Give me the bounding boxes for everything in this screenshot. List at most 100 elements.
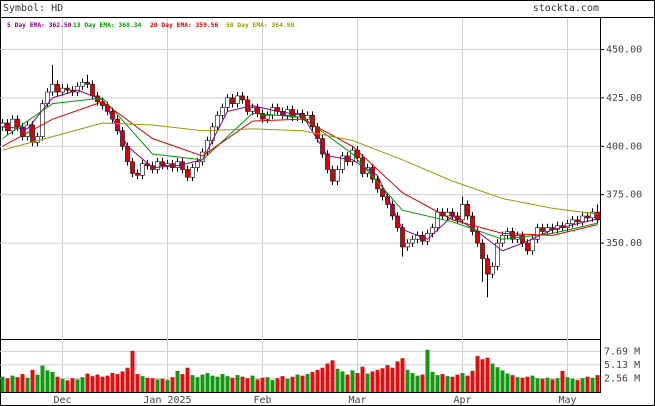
volume-bar xyxy=(350,370,355,392)
volume-bar xyxy=(325,363,330,392)
candle-body xyxy=(530,238,535,252)
volume-bar xyxy=(585,376,590,392)
candle-body xyxy=(190,167,195,178)
volume-bar xyxy=(10,375,15,392)
volume-bar xyxy=(365,373,370,392)
volume-bar xyxy=(415,375,420,392)
volume-bar xyxy=(295,374,300,392)
candle-body xyxy=(30,124,35,143)
candle-body xyxy=(265,114,270,120)
volume-bar xyxy=(285,378,290,392)
volume-tick-label: 2.56 M xyxy=(604,373,640,384)
volume-bar xyxy=(290,376,295,392)
volume-bar xyxy=(30,369,35,392)
volume-panel xyxy=(0,349,600,392)
volume-bar xyxy=(340,371,345,392)
candle-body xyxy=(120,130,125,147)
candle-body xyxy=(410,238,415,244)
volume-bar xyxy=(310,371,315,392)
volume-bar xyxy=(425,349,430,392)
volume-bar xyxy=(430,371,435,392)
candle-body xyxy=(90,83,95,97)
volume-bar xyxy=(50,371,55,392)
source: stockta.com xyxy=(533,3,599,14)
volume-bar xyxy=(65,380,70,392)
chart-title: Symbol: HD xyxy=(3,3,63,14)
candle-body xyxy=(175,161,180,168)
volume-bar xyxy=(530,375,535,392)
volume-bar xyxy=(235,375,240,392)
candle-body xyxy=(15,118,20,128)
candle-body xyxy=(395,215,400,228)
candle-body xyxy=(340,155,345,170)
ema-lines xyxy=(2,89,598,252)
volume-bar xyxy=(135,374,140,392)
candle-body xyxy=(245,99,250,112)
volume-bar xyxy=(125,367,130,392)
candle-body xyxy=(220,107,225,116)
volume-bar xyxy=(525,376,530,392)
volume-bar xyxy=(370,371,375,392)
volume-bar xyxy=(150,378,155,392)
volume-bar xyxy=(420,374,425,392)
legend-entry: 50 Day EMA: 364.98 xyxy=(226,22,294,29)
volume-bar xyxy=(380,368,385,392)
legend-entry: 13 Day EMA: 360.34 xyxy=(73,22,141,29)
candle-body xyxy=(435,211,440,228)
volume-bar xyxy=(250,375,255,392)
candle-body xyxy=(570,219,575,225)
candle-body xyxy=(475,231,480,244)
volume-bar xyxy=(120,371,125,392)
candle-body xyxy=(230,97,235,104)
volume-bar xyxy=(245,378,250,392)
volume-bar xyxy=(105,375,110,392)
volume-bar xyxy=(160,378,165,392)
candle-body xyxy=(590,211,595,219)
candle-body xyxy=(270,107,275,116)
candle-body xyxy=(535,227,540,240)
candle-body xyxy=(580,215,585,223)
candle-body xyxy=(575,219,580,223)
volume-bar xyxy=(465,375,470,392)
candle-body xyxy=(485,258,490,275)
volume-bar xyxy=(535,378,540,392)
candle-body xyxy=(430,227,435,234)
volume-bar xyxy=(305,374,310,392)
volume-bar xyxy=(60,378,65,392)
volume-bar xyxy=(210,375,215,392)
volume-tick-label: 7.69 M xyxy=(604,346,640,357)
volume-bar xyxy=(485,357,490,392)
volume-bar xyxy=(320,367,325,392)
volume-bar xyxy=(275,378,280,392)
candle-body xyxy=(60,87,65,93)
volume-bar xyxy=(145,377,150,392)
volume-bar xyxy=(545,377,550,392)
volume-bar xyxy=(580,378,585,392)
ema-line xyxy=(2,89,598,252)
candle-body xyxy=(540,227,545,232)
candle-body xyxy=(195,161,200,168)
candle-body xyxy=(595,211,600,221)
x-tick-label: Dec xyxy=(53,395,71,406)
volume-bar xyxy=(300,375,305,392)
candle-body xyxy=(65,87,70,91)
candle-body xyxy=(185,169,190,178)
y-tick-label: 350.00 xyxy=(606,238,642,249)
candle-body xyxy=(260,113,265,120)
x-tick-label: Feb xyxy=(253,395,271,406)
candle-body xyxy=(460,204,465,221)
x-tick-label: Apr xyxy=(453,395,471,406)
volume-bar xyxy=(575,379,580,392)
volume-bar xyxy=(445,376,450,392)
candle-body xyxy=(35,136,40,143)
y-tick-label: 450.00 xyxy=(606,44,642,55)
candle-body xyxy=(490,266,495,275)
volume-bar xyxy=(180,374,185,392)
volume-tick-label: 5.13 M xyxy=(604,360,640,371)
volume-bar xyxy=(70,378,75,392)
x-tick-label: Mar xyxy=(348,395,366,406)
volume-bar xyxy=(460,372,465,392)
x-tick-label: Jan 2025 xyxy=(143,395,191,406)
volume-bar xyxy=(255,379,260,392)
volume-bar xyxy=(45,370,50,392)
